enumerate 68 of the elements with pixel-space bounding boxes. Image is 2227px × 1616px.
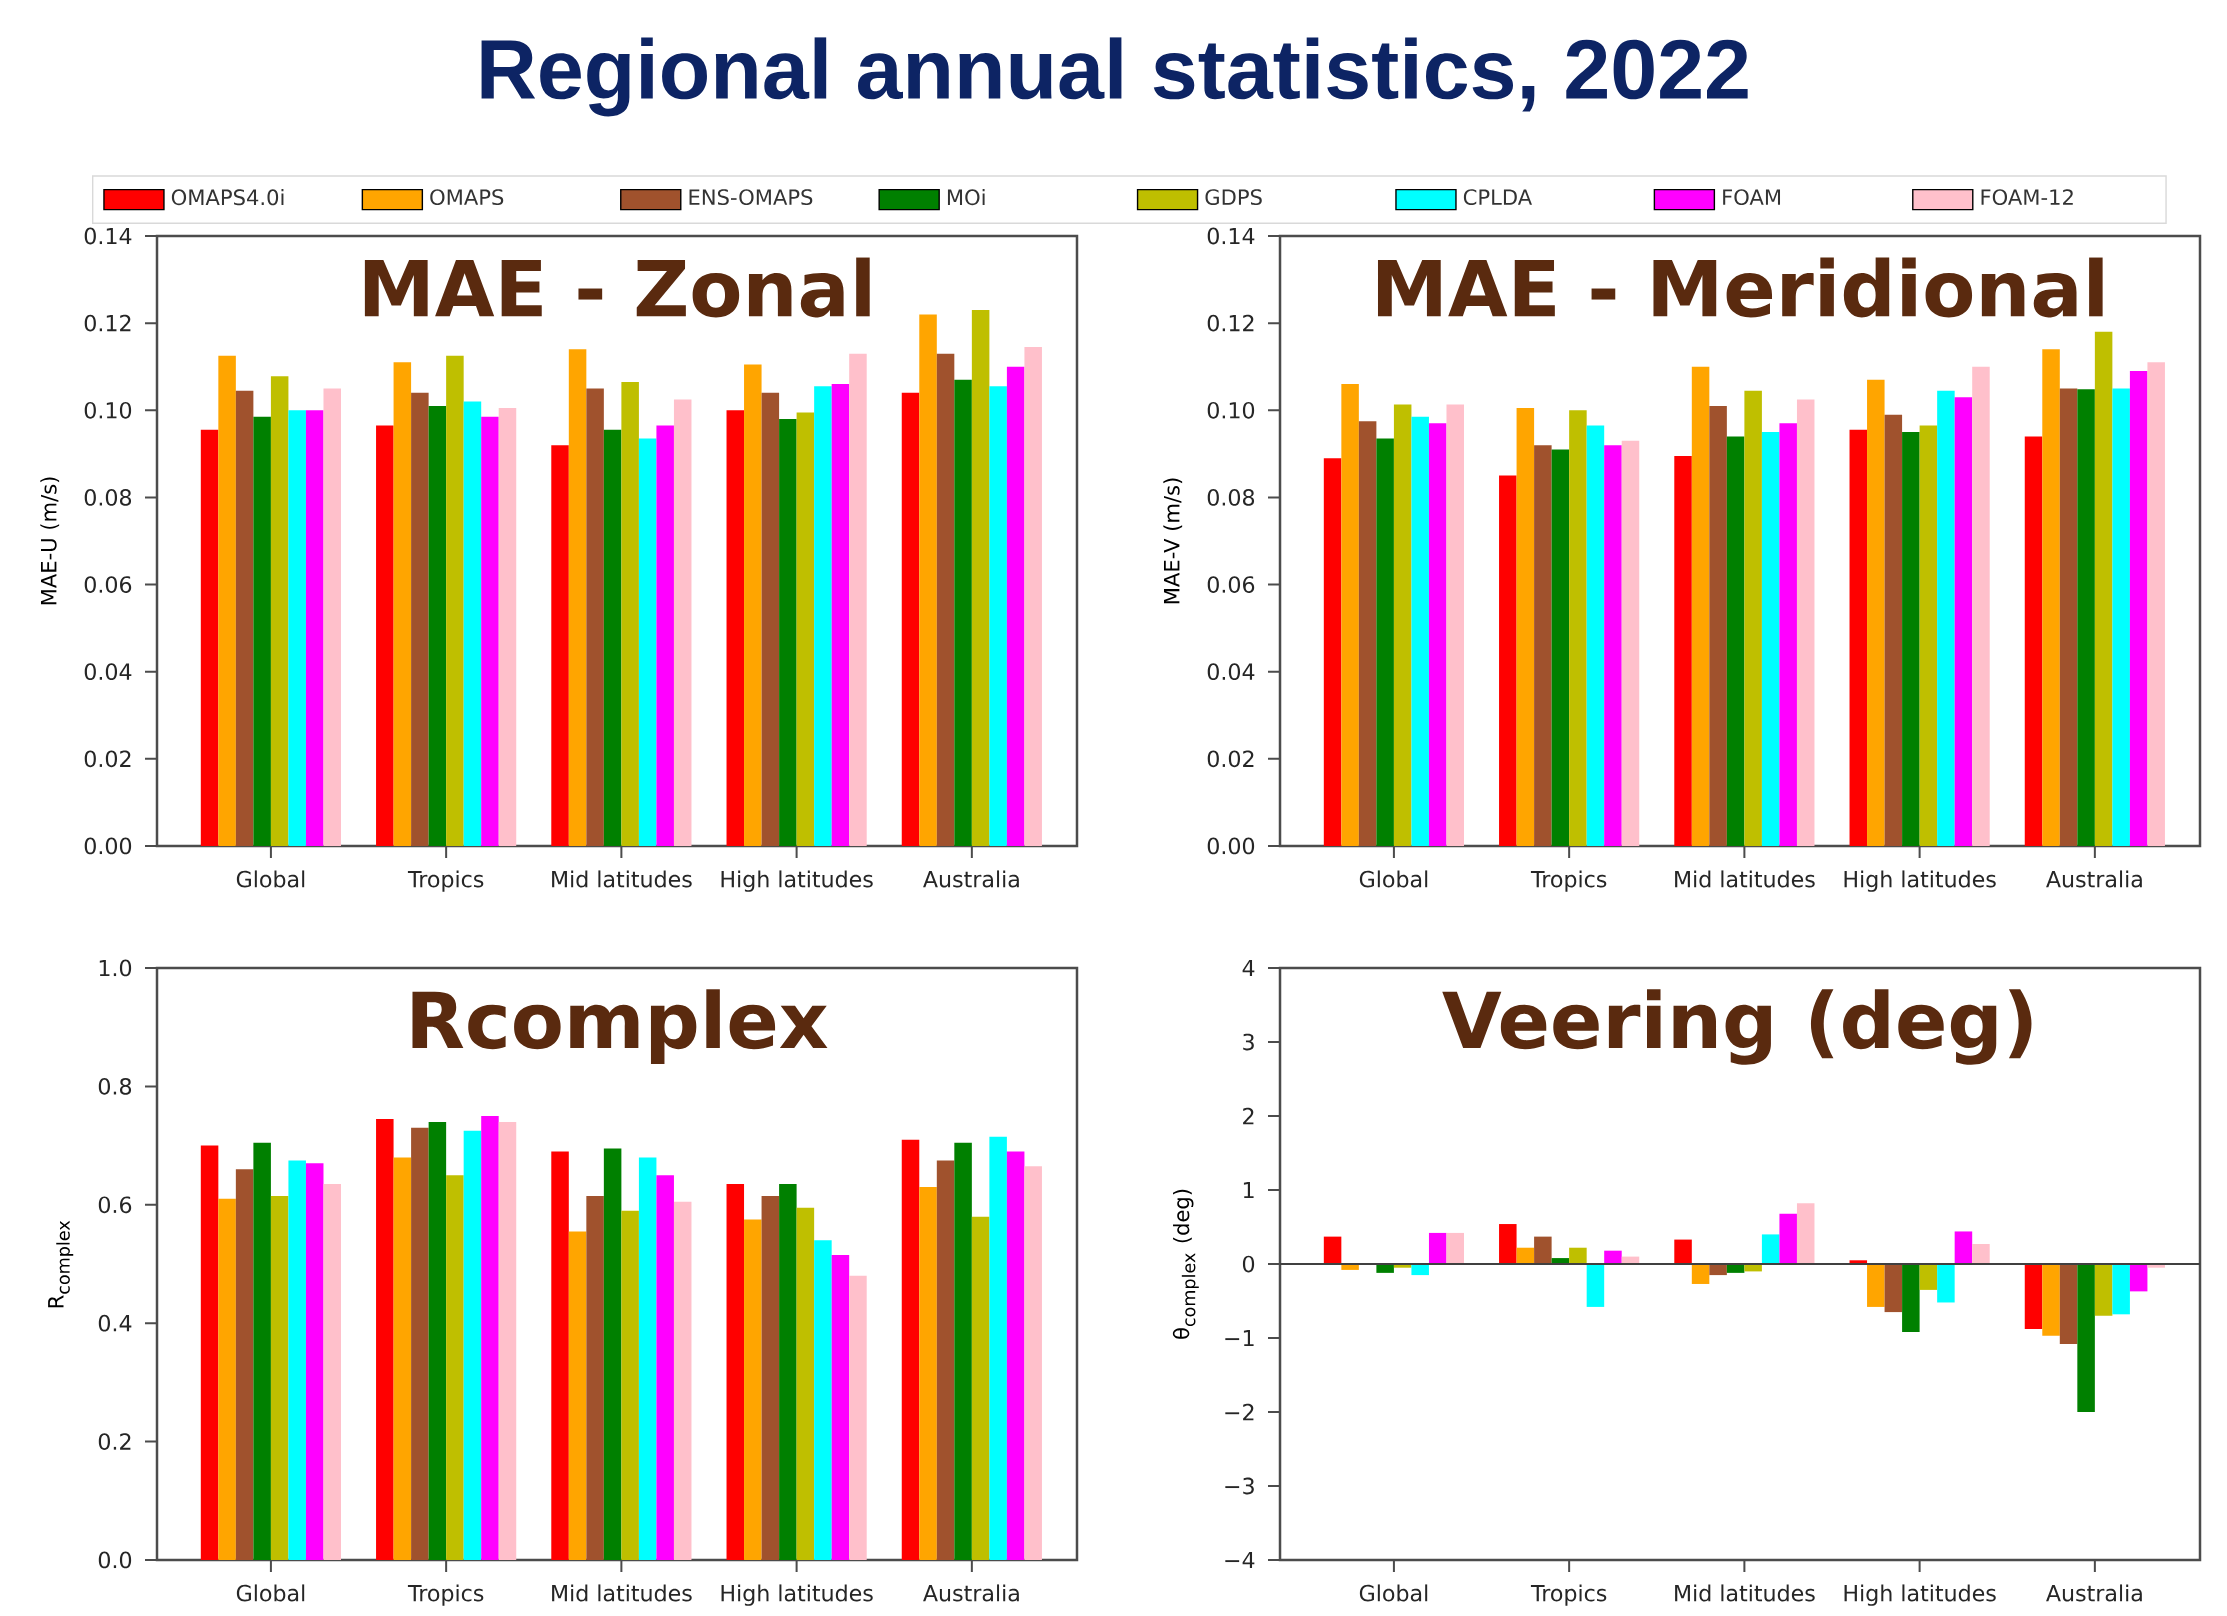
y-tick-label: 0.00: [1207, 837, 1255, 855]
legend-label: FOAM: [1723, 189, 1781, 206]
x-tick-label: High latitudes: [1844, 1584, 1996, 1606]
y-tick-label: 0.14: [1207, 227, 1255, 245]
y-tick-label: 0.4: [98, 1314, 132, 1332]
y-tick-label: 0.10: [1207, 401, 1255, 419]
y-tick-label: −2: [1225, 1403, 1254, 1421]
y-tick-label: 0.08: [1207, 489, 1255, 506]
text: Regional annual statistics, 2022: [481, 37, 1748, 117]
y-tick-label: 0: [1242, 1255, 1255, 1273]
y-tick-label: 0.6: [98, 1196, 132, 1214]
x-tick-label: Global: [1359, 1584, 1428, 1602]
y-tick-label: 2: [1243, 1107, 1254, 1125]
y-tick-label: 0.12: [84, 314, 131, 332]
y-tick-label: 0.12: [1207, 314, 1254, 332]
y-tick-label: 0.08: [84, 489, 132, 506]
y-tick-label: 0.06: [1207, 576, 1255, 593]
y-axis-title: MAE-V (m/s): [1163, 478, 1183, 604]
x-tick-label: Tropics: [1530, 1584, 1607, 1606]
legend-label: FOAM-12: [1981, 189, 2073, 206]
x-tick-label: Mid latitudes: [1675, 870, 1815, 888]
y-tick-label: 4: [1242, 959, 1255, 977]
y-tick-label: −1: [1225, 1329, 1254, 1347]
y-tick-label: 0.04: [84, 663, 132, 681]
legend-label: CPLDA: [1463, 189, 1533, 206]
y-tick-label: 0.02: [84, 750, 131, 768]
y-axis-title: θ$_{complex}$ (deg): [1172, 1189, 1199, 1339]
x-tick-label: High latitudes: [721, 870, 873, 892]
chart-title: Rcomplex: [412, 989, 828, 1065]
x-tick-label: Australia: [923, 870, 1019, 888]
y-tick-label: 1: [1243, 1181, 1254, 1199]
y-tick-label: 0.2: [98, 1433, 131, 1450]
chart-title: MAE - Zonal: [364, 257, 870, 318]
legend-label: GDPS: [1205, 189, 1262, 206]
x-tick-label: Global: [236, 1584, 305, 1602]
y-tick-label: 0.04: [1207, 663, 1255, 681]
legend-label: OMAPS4.0i: [171, 188, 284, 206]
x-tick-label: Global: [1359, 870, 1428, 888]
x-tick-label: High latitudes: [1844, 870, 1996, 892]
x-tick-label: Mid latitudes: [552, 1584, 692, 1602]
y-tick-label: 0.0: [98, 1551, 132, 1569]
y-tick-label: 0.14: [84, 227, 132, 245]
x-tick-label: High latitudes: [721, 1584, 873, 1606]
x-tick-label: Tropics: [407, 870, 484, 892]
y-tick-label: 0.00: [84, 837, 132, 855]
x-tick-label: Global: [236, 870, 305, 888]
y-tick-label: 3: [1243, 1033, 1254, 1051]
y-tick-label: 0.8: [98, 1078, 132, 1095]
y-tick-label: 0.02: [1207, 750, 1254, 768]
x-tick-label: Mid latitudes: [552, 870, 692, 888]
y-tick-label: 0.06: [84, 576, 132, 593]
chart-title: MAE - Meridional: [1377, 257, 2103, 318]
y-axis-title: MAE-U (m/s): [40, 477, 60, 605]
x-tick-label: Australia: [2046, 870, 2142, 888]
legend-label: OMAPS: [430, 189, 504, 206]
x-tick-label: Australia: [923, 1584, 1019, 1602]
chart-title: Veering (deg): [1442, 989, 2032, 1065]
y-tick-label: −4: [1225, 1551, 1255, 1569]
y-tick-label: −3: [1225, 1477, 1254, 1495]
y-tick-label: 0.10: [84, 401, 132, 419]
x-tick-label: Australia: [2046, 1584, 2142, 1602]
y-axis-title: R$_{complex}$: [48, 1220, 74, 1308]
x-tick-label: Tropics: [407, 1584, 484, 1606]
x-tick-label: Mid latitudes: [1675, 1584, 1815, 1602]
x-tick-label: Tropics: [1530, 870, 1607, 892]
legend-label: ENS-OMAPS: [689, 189, 813, 206]
legend-label: MOi: [947, 188, 985, 206]
y-tick-label: 1.0: [99, 959, 132, 977]
